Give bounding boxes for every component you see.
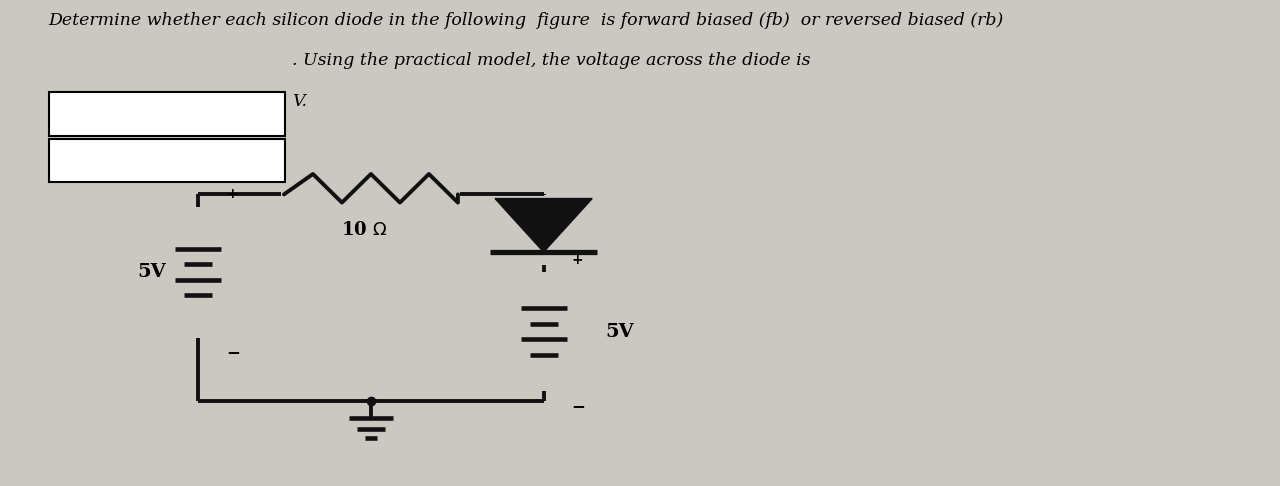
Bar <box>49 139 285 182</box>
Text: −: − <box>572 397 586 415</box>
Text: 5V: 5V <box>605 323 634 341</box>
Text: . Using the practical model, the voltage across the diode is: . Using the practical model, the voltage… <box>292 52 810 69</box>
Polygon shape <box>495 198 593 252</box>
Bar <box>49 92 285 136</box>
Text: Determine whether each silicon diode in the following  figure  is forward biased: Determine whether each silicon diode in … <box>49 12 1004 29</box>
Text: 10 $\Omega$: 10 $\Omega$ <box>342 221 388 239</box>
Text: V.: V. <box>292 93 307 110</box>
Text: +: + <box>227 188 238 201</box>
Text: +: + <box>572 253 584 267</box>
Text: 5V: 5V <box>137 263 166 281</box>
Text: −: − <box>227 343 241 362</box>
